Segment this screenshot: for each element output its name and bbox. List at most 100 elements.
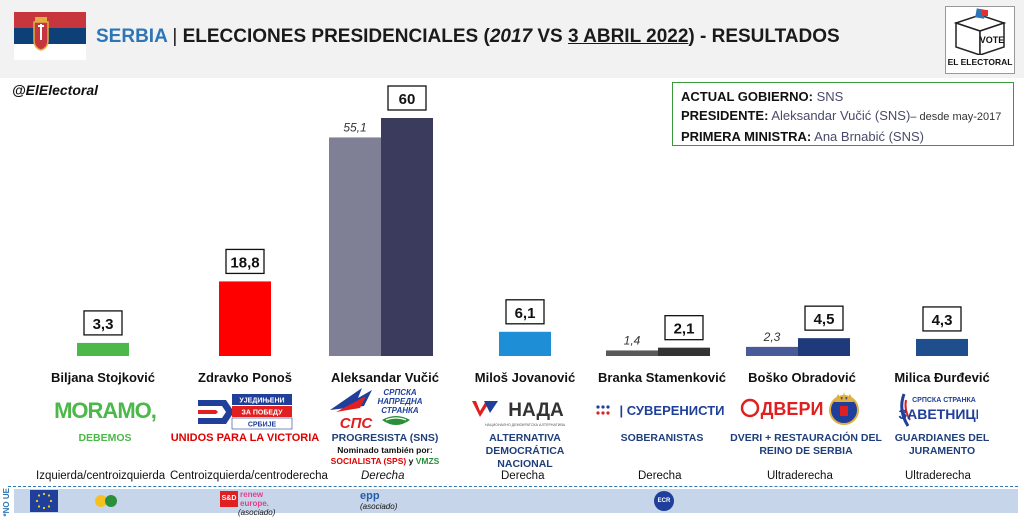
epp-associated: (asociado) (360, 502, 398, 511)
president-label: PRESIDENTE: (681, 108, 769, 123)
sps-logo-text: СПС (340, 415, 374, 432)
title-date: 3 ABRIL 2022 (568, 26, 689, 47)
sns-line2: НАПРЕДНА (377, 397, 422, 406)
renew-logo: renew europe. (240, 490, 269, 508)
dveri-crown-icon: ДВЕРИ (740, 392, 859, 425)
non-eu-label: *NO UE (2, 488, 11, 517)
ideology-ponos: Centroizquierda/centroderecha (170, 470, 328, 482)
nada-logo: НАДА НАЦИОНАЛНО ДЕМОКРАТСКА АЛТЕРНАТИВА (470, 395, 580, 429)
nada-text: НАДА (508, 400, 564, 421)
title-suffix: - RESULTADOS (694, 26, 840, 47)
bar-3-2017-label: 55,1 (343, 120, 366, 134)
bar-7-2022 (916, 338, 968, 356)
bar-2-2022 (219, 281, 271, 356)
bar-1-2022-label-box (83, 310, 123, 336)
ideology-stojkovic: Izquierda/centroizquierda (36, 470, 166, 482)
bar-4-2022-label-box (505, 299, 545, 325)
candidate-name-obradovic: Boško Obradović (748, 370, 856, 385)
zavetnici-logo: СРПСКА СТРАНКА ЗАВЕТНИЦИ (896, 390, 986, 430)
bar-3-2017 (329, 137, 381, 356)
bar-7-2022-label: 4,3 (932, 312, 953, 329)
candidate-name-jovanovic: Miloš Jovanović (474, 370, 576, 385)
eu-stars-icon (35, 492, 53, 510)
title-paren-open: ( (483, 26, 490, 47)
ujedinjeni-line2: ЗА ПОБЕДУ (242, 410, 284, 417)
bar-7-2022-label-box (922, 306, 962, 332)
nada-subtitle: НАЦИОНАЛНО ДЕМОКРАТСКА АЛТЕРНАТИВА (485, 423, 566, 427)
title-country: SERBIA (96, 26, 168, 47)
ideology-jovanovic: Derecha (501, 470, 545, 482)
bar-3-2022-label-box (387, 85, 427, 111)
renew-line2: europe. (240, 499, 269, 508)
bar-3-2022-label: 60 (399, 91, 416, 108)
ideology-obradovic: Ultraderecha (767, 470, 833, 482)
title-separator: | (172, 26, 178, 47)
pm-label: PRIMERA MINISTRA: (681, 129, 812, 144)
candidate-name-stojkovic: Biljana Stojković (50, 370, 156, 385)
renew-associated: (asociado) (238, 508, 276, 517)
title-paren-close: ) (688, 26, 695, 47)
header-bar: SERBIA | ELECCIONES PRESIDENCIALES (2017… (0, 0, 1024, 78)
bar-6-2022-label-box (804, 305, 844, 331)
bar-6-2017 (746, 346, 798, 356)
candidate-name-djurdjevic: Milica Đurđević (894, 370, 990, 385)
party-label-soberanistas: SOBERANISTAS (620, 432, 704, 444)
ideology-vucic: Derecha (361, 470, 405, 482)
sd-logo: S&D (220, 491, 238, 507)
candidate-name-vucic: Aleksandar Vučić (331, 370, 439, 385)
suverenisti-text: | СУВЕРЕНИСТИ (619, 403, 724, 418)
bar-5-2022-label: 2,1 (674, 321, 695, 338)
ujedinjeni-logo: УЈЕДИЊЕНИ ЗА ПОБЕДУ СРБИЈЕ (196, 392, 294, 432)
party-label-sns: PROGRESISTA (SNS) (331, 432, 439, 444)
nominated-y: y (406, 456, 416, 466)
eu-groups-strip (14, 489, 1018, 513)
el-electoral-logo: VOTE EL ELECTORAL (945, 6, 1015, 74)
eu-divider (8, 486, 1018, 488)
ideology-djurdjevic: Ultraderecha (905, 470, 971, 482)
brand-text: EL ELECTORAL (947, 57, 1013, 67)
bar-4-2022-label: 6,1 (515, 305, 536, 322)
president-value: Aleksandar Vučić (SNS) (771, 108, 911, 123)
nominated-vmzs: VMZS (415, 456, 440, 466)
bar-4-2022 (499, 331, 551, 356)
nominated-socialista: SOCIALISTA (SPS) (330, 456, 407, 466)
twitter-handle: @ElElectoral (12, 82, 99, 98)
pm-value: Ana Brnabić (SNS) (814, 129, 924, 144)
vote-text: VOTE (980, 35, 1005, 45)
bar-1-2022 (77, 342, 129, 356)
dveri-logo: ДВЕРИ (740, 388, 864, 428)
ballot-box-icon: VOTE (953, 8, 1007, 57)
bar-5-2017 (606, 350, 658, 356)
dveri-text: ДВЕРИ (761, 399, 824, 419)
bar-2-2022-label: 18,8 (230, 254, 259, 271)
bar-5-2017-label: 1,4 (624, 333, 641, 347)
moramo-logo: MORAMO, (54, 398, 157, 423)
ujedinjeni-flag-icon: УЈЕДИЊЕНИ ЗА ПОБЕДУ СРБИЈЕ (198, 394, 293, 430)
nominated-label: Nominado también por: (337, 445, 433, 455)
party-label-nada: ALTERNATIVA DEMOCRÁTICA NACIONAL (485, 432, 565, 470)
bar-5-2022 (658, 347, 710, 356)
sns-line3: СТРАНКА (381, 406, 419, 415)
bar-5-2022-label-box (664, 315, 704, 341)
party-label-unidos: UNIDOS PARA LA VICTORIA (170, 432, 320, 444)
party-label-dveri: DVERI + RESTAURACIÓN DEL REINO DE SERBIA (730, 432, 882, 457)
zavetnici-line1: СРПСКА СТРАНКА (912, 397, 976, 404)
title-vs: VS (532, 26, 568, 47)
title-year: 2017 (489, 26, 533, 47)
bar-6-2022-label: 4,5 (814, 311, 835, 328)
suverenisti-logo: | СУВЕРЕНИСТИ (594, 400, 734, 420)
zavetnici-shield-icon: СРПСКА СТРАНКА ЗАВЕТНИЦИ (898, 393, 986, 427)
greens-sun-icon (95, 495, 117, 507)
renew-line1: renew (240, 490, 264, 499)
serbia-flag-icon (14, 12, 86, 60)
epp-logo: epp (asociado) (360, 490, 397, 511)
zavetnici-line2: ЗАВЕТНИЦИ (898, 406, 978, 422)
sns-line1: СРПСКА (383, 388, 417, 397)
sns-eagle-icon: СРПСКА НАПРЕДНА СТРАНКА СПС (330, 388, 423, 432)
suverenisti-stars-icon: | СУВЕРЕНИСТИ (596, 403, 725, 418)
gov-value: SNS (816, 89, 844, 104)
eu-flag-icon (30, 490, 58, 512)
bar-6-2022 (798, 338, 850, 356)
title-main: ELECCIONES PRESIDENCIALES (182, 26, 479, 47)
